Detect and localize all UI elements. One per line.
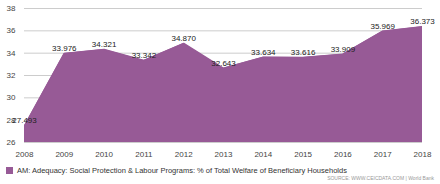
svg-text:35.969: 35.969 (370, 22, 395, 31)
svg-text:2012: 2012 (175, 150, 193, 159)
svg-text:36.373: 36.373 (410, 17, 435, 26)
svg-text:2015: 2015 (294, 150, 312, 159)
svg-text:2017: 2017 (374, 150, 392, 159)
html-text:SOURCE: WWW.CEICDATA.COM | Wor: SOURCE: WWW.CEICDATA.COM | World Bank (327, 175, 434, 181)
svg-text:2010: 2010 (95, 150, 113, 159)
svg-text:2014: 2014 (254, 150, 272, 159)
svg-text:34: 34 (7, 49, 16, 58)
svg-text:34.321: 34.321 (92, 40, 117, 49)
svg-text:33.909: 33.909 (331, 45, 356, 54)
svg-text:32.643: 32.643 (211, 59, 236, 68)
svg-text:33.342: 33.342 (132, 51, 157, 60)
svg-text:2018: 2018 (414, 150, 432, 159)
svg-text:2013: 2013 (215, 150, 233, 159)
svg-text:33.616: 33.616 (291, 48, 316, 57)
svg-text:33.976: 33.976 (52, 44, 77, 53)
svg-text:30: 30 (7, 93, 16, 102)
svg-text:27.493: 27.493 (12, 116, 37, 125)
svg-text:38: 38 (7, 4, 16, 13)
svg-text:26: 26 (7, 138, 16, 147)
svg-text:36: 36 (7, 26, 16, 35)
svg-text:2011: 2011 (135, 150, 153, 159)
svg-text:33.634: 33.634 (251, 48, 276, 57)
svg-text:2016: 2016 (334, 150, 352, 159)
html-text:AM: Adequacy: Social Protectio: AM: Adequacy: Social Protection & Labour… (17, 166, 347, 175)
svg-text:34.870: 34.870 (171, 34, 196, 43)
svg-text:2008: 2008 (16, 150, 34, 159)
svg-text:2009: 2009 (55, 150, 73, 159)
svg-text:32: 32 (7, 71, 16, 80)
